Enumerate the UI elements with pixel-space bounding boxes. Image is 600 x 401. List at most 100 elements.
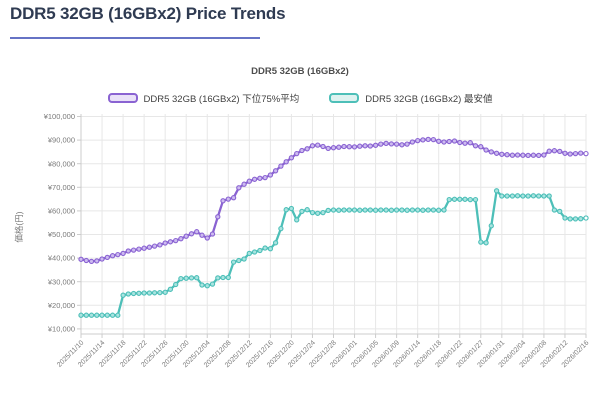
data-point-marker	[188, 231, 195, 237]
data-point-marker	[309, 143, 316, 149]
data-point-marker	[404, 141, 410, 147]
data-point-marker	[225, 196, 231, 202]
data-point-marker	[120, 292, 126, 298]
data-point-marker	[220, 274, 226, 281]
y-tick-label: ¥40,000	[48, 254, 75, 263]
data-point-marker	[83, 257, 89, 264]
data-point-marker	[488, 149, 494, 155]
data-point-marker	[215, 275, 221, 281]
data-point-marker	[194, 275, 200, 281]
data-point-marker	[188, 275, 195, 281]
chart-title: DDR5 32GB (16GBx2)	[251, 66, 349, 77]
data-point-marker	[541, 152, 547, 158]
legend-swatch-avg75-icon	[107, 93, 138, 103]
data-point-marker	[236, 257, 242, 264]
data-point-marker	[483, 240, 489, 246]
data-point-marker	[267, 172, 274, 178]
data-point-marker	[493, 150, 500, 156]
data-point-marker	[151, 290, 158, 296]
data-point-marker	[104, 254, 110, 261]
data-point-marker	[146, 244, 153, 250]
data-point-marker	[520, 193, 526, 199]
data-point-marker	[109, 312, 116, 318]
data-point-marker	[204, 235, 210, 241]
data-point-marker	[315, 142, 321, 148]
data-point-marker	[288, 205, 295, 212]
data-point-marker	[315, 210, 321, 216]
data-point-marker	[272, 240, 279, 246]
data-point-marker	[194, 229, 200, 235]
data-point-marker	[441, 207, 447, 213]
data-point-marker	[536, 193, 542, 199]
data-point-marker	[567, 216, 573, 222]
data-point-marker	[262, 245, 268, 251]
data-point-marker	[167, 286, 174, 292]
data-point-marker	[488, 223, 494, 229]
data-point-marker	[483, 147, 489, 153]
data-point-marker	[341, 143, 347, 150]
data-point-marker	[467, 140, 473, 146]
y-tick-label: ¥90,000	[48, 136, 75, 145]
data-point-marker	[209, 231, 216, 237]
data-point-marker	[278, 163, 284, 169]
data-point-marker	[88, 258, 95, 265]
data-point-marker	[141, 245, 147, 251]
data-point-marker	[109, 253, 116, 259]
data-point-marker	[241, 256, 247, 262]
data-point-marker	[472, 196, 479, 203]
data-point-marker	[393, 207, 400, 213]
data-point-marker	[383, 140, 389, 147]
chart-legend: DDR5 32GB (16GBx2) 下位75%平均 DDR5 32GB (16…	[0, 91, 600, 105]
data-point-marker	[420, 207, 426, 213]
data-point-marker	[278, 225, 284, 232]
legend-label-min: DDR5 32GB (16GBx2) 最安値	[365, 94, 493, 105]
data-point-marker	[183, 275, 189, 281]
data-point-marker	[209, 281, 216, 287]
data-point-marker	[425, 207, 431, 213]
data-point-marker	[141, 290, 147, 296]
data-point-marker	[94, 258, 100, 264]
data-point-marker	[478, 239, 484, 245]
data-point-marker	[367, 207, 373, 213]
data-point-marker	[262, 174, 268, 181]
data-point-marker	[430, 207, 437, 213]
data-point-marker	[357, 143, 363, 149]
data-point-marker	[425, 136, 431, 143]
data-point-marker	[215, 214, 221, 220]
data-point-marker	[562, 150, 568, 156]
data-point-marker	[578, 216, 584, 222]
data-point-marker	[557, 148, 563, 155]
legend-swatch-min-icon	[329, 93, 360, 103]
data-point-marker	[115, 312, 121, 318]
data-point-marker	[388, 141, 395, 147]
data-point-marker	[462, 140, 468, 146]
data-point-marker	[162, 240, 168, 246]
data-point-marker	[325, 207, 331, 214]
data-point-marker	[272, 168, 279, 174]
data-point-marker	[230, 259, 237, 265]
data-point-marker	[83, 312, 89, 318]
y-tick-label: ¥70,000	[48, 183, 75, 192]
data-point-marker	[514, 152, 521, 158]
data-point-marker	[446, 196, 452, 203]
data-point-marker	[446, 138, 452, 145]
data-point-marker	[99, 256, 105, 262]
data-point-marker	[78, 312, 84, 318]
data-point-marker	[567, 151, 573, 157]
data-point-marker	[388, 207, 395, 213]
data-point-marker	[136, 246, 142, 252]
data-point-marker	[562, 215, 568, 221]
data-point-marker	[351, 207, 358, 213]
data-point-marker	[504, 152, 510, 158]
data-point-marker	[499, 193, 505, 199]
data-point-marker	[241, 181, 247, 187]
data-point-marker	[199, 232, 205, 238]
data-point-marker	[409, 207, 416, 213]
data-point-marker	[493, 188, 500, 194]
legend-item-min[interactable]: DDR5 32GB (16GBx2) 最安値	[329, 91, 492, 105]
data-point-marker	[320, 143, 326, 150]
data-point-marker	[351, 144, 358, 150]
data-point-marker	[393, 141, 400, 147]
legend-item-avg75[interactable]: DDR5 32GB (16GBx2) 下位75%平均	[107, 91, 299, 105]
